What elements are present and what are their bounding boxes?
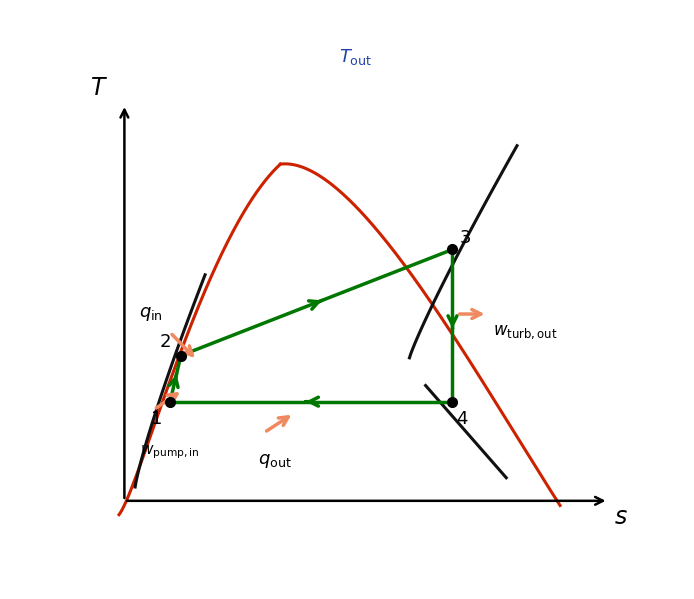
Text: $q_\mathrm{in}$: $q_\mathrm{in}$ bbox=[139, 305, 163, 323]
Text: $w_\mathrm{pump,in}$: $w_\mathrm{pump,in}$ bbox=[140, 443, 200, 461]
Text: $T$: $T$ bbox=[90, 75, 108, 99]
Text: 4: 4 bbox=[457, 410, 468, 428]
Text: $w_\mathrm{turb,out}$: $w_\mathrm{turb,out}$ bbox=[493, 323, 557, 341]
Text: 2: 2 bbox=[160, 332, 171, 350]
Text: $q_\mathrm{out}$: $q_\mathrm{out}$ bbox=[258, 452, 292, 470]
Text: 1: 1 bbox=[151, 410, 162, 428]
Text: $T_\mathrm{out}$: $T_\mathrm{out}$ bbox=[339, 47, 373, 67]
Text: $s$: $s$ bbox=[613, 506, 627, 530]
Text: 3: 3 bbox=[460, 229, 472, 247]
